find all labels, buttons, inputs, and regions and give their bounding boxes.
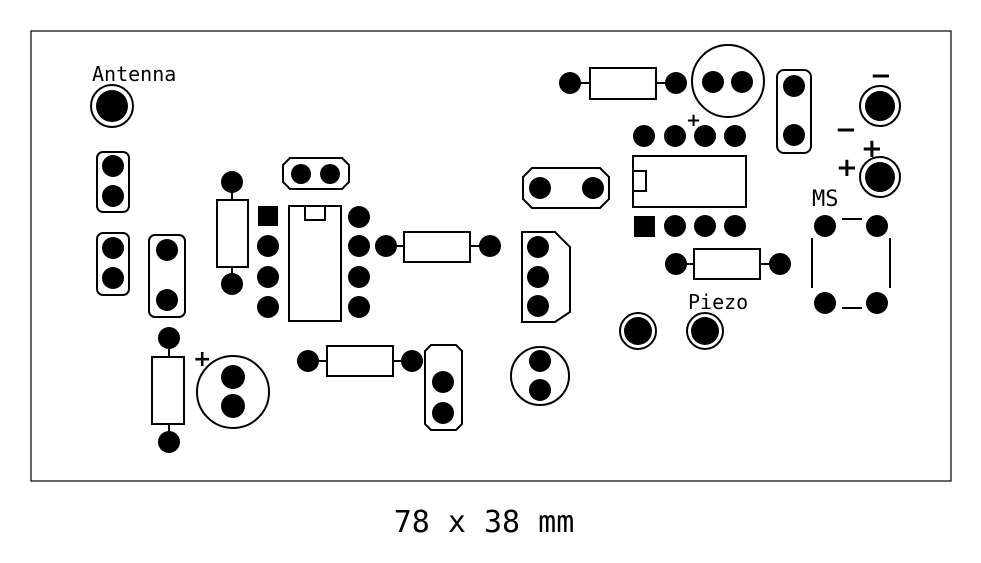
antenna-pad: [90, 84, 134, 128]
resistor-center: [375, 231, 501, 263]
connector-left-bottom: [96, 232, 130, 296]
ms-label: MS: [812, 187, 839, 212]
resistor-left-lower: [151, 327, 185, 453]
power-pad-negative: − −: [835, 61, 901, 145]
piezo-label: Piezo: [688, 290, 748, 314]
connector-bottom-center: [424, 344, 463, 431]
capacitor-top-right-plus: +: [686, 110, 701, 131]
connector-right-top: [776, 69, 812, 154]
capacitor-top-right: +: [686, 44, 765, 131]
resistor-left-upper: [216, 171, 249, 295]
capacitor-left-plus: +: [193, 347, 211, 372]
capacitor-center: [510, 346, 570, 406]
resistor-bottom: [297, 345, 423, 377]
transistor-three-pin: [521, 231, 571, 323]
resistor-top-right: [559, 67, 687, 100]
connector-left-top: [96, 151, 130, 213]
connector-left-middle: [148, 234, 186, 318]
antenna-label: Antenna: [92, 62, 176, 86]
ic2-dip8: [632, 125, 747, 237]
resistor-right: [665, 248, 791, 280]
board-outline: [30, 30, 952, 482]
connector-wide-center: [522, 167, 610, 209]
ms-switch: [811, 215, 891, 314]
power-pad-positive: + +: [836, 134, 901, 198]
positive-sign-left: +: [836, 153, 858, 183]
positive-sign-top: +: [861, 134, 883, 164]
dimensions-label: 78 x 38 mm: [394, 505, 575, 540]
capacitor-left: +: [193, 347, 270, 429]
piezo-pads: [619, 312, 724, 350]
connector-top-center: [282, 157, 350, 190]
ic1-dip8: [257, 205, 370, 322]
negative-sign-left: −: [835, 115, 857, 145]
negative-sign-top: −: [870, 61, 892, 91]
